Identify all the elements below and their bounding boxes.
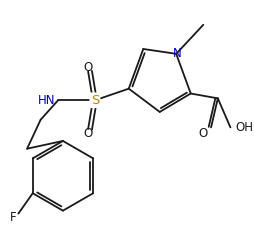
Text: O: O [198, 127, 207, 140]
Text: O: O [83, 127, 92, 140]
Text: O: O [83, 61, 92, 74]
Text: OH: OH [234, 121, 252, 134]
Text: N: N [172, 47, 181, 60]
Text: HN: HN [38, 94, 55, 107]
Text: F: F [10, 211, 17, 224]
Text: S: S [90, 94, 99, 107]
